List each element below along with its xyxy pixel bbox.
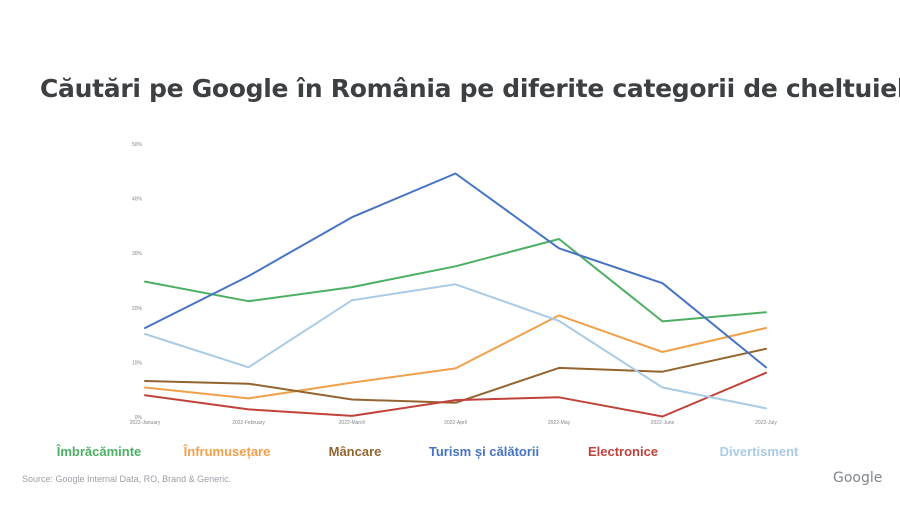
page-title: Căutări pe Google în România pe diferite… — [40, 74, 900, 103]
y-tick-label: 40% — [132, 197, 143, 203]
series-line — [144, 371, 767, 418]
legend-item: Înfrumusețare — [183, 444, 271, 459]
x-tick-label: 2022-February — [232, 420, 265, 426]
x-tick-label: 2022-May — [548, 420, 571, 426]
legend-item: Turism și călătorii — [428, 444, 540, 459]
series-lines — [144, 172, 767, 418]
x-tick-label: 2022-July — [755, 420, 777, 426]
x-tick-label: 2022-April — [444, 420, 467, 426]
legend-item: Divertisment — [719, 444, 799, 459]
x-tick-label: 2022-January — [130, 420, 161, 426]
legend-item: Îmbrăcăminte — [56, 444, 142, 459]
y-axis: 0% 10% 20% 30% 40% 50% — [132, 142, 143, 421]
series-line — [144, 172, 767, 369]
series-line — [144, 238, 767, 323]
series-line — [144, 347, 767, 404]
x-tick-label: 2022-June — [651, 420, 675, 426]
y-tick-label: 20% — [132, 306, 143, 312]
legend-item: Electronice — [587, 444, 659, 459]
legend-item: Mâncare — [328, 444, 382, 459]
chart-legend: Îmbrăcăminte Înfrumusețare Mâncare Turism ș… — [0, 444, 900, 460]
source-note: Source: Google Internal Data, RO, Brand … — [22, 474, 232, 484]
x-axis: 2022-January 2022-February 2022-March 2022-… — [130, 420, 778, 426]
x-tick-label: 2022-March — [339, 420, 366, 426]
y-tick-label: 50% — [132, 142, 143, 148]
google-logo: Google — [833, 470, 883, 486]
y-tick-label: 30% — [132, 251, 143, 257]
y-tick-label: 10% — [132, 360, 143, 366]
y-tick-label: 0% — [135, 415, 143, 421]
series-line — [144, 283, 767, 410]
series-line — [144, 314, 767, 400]
